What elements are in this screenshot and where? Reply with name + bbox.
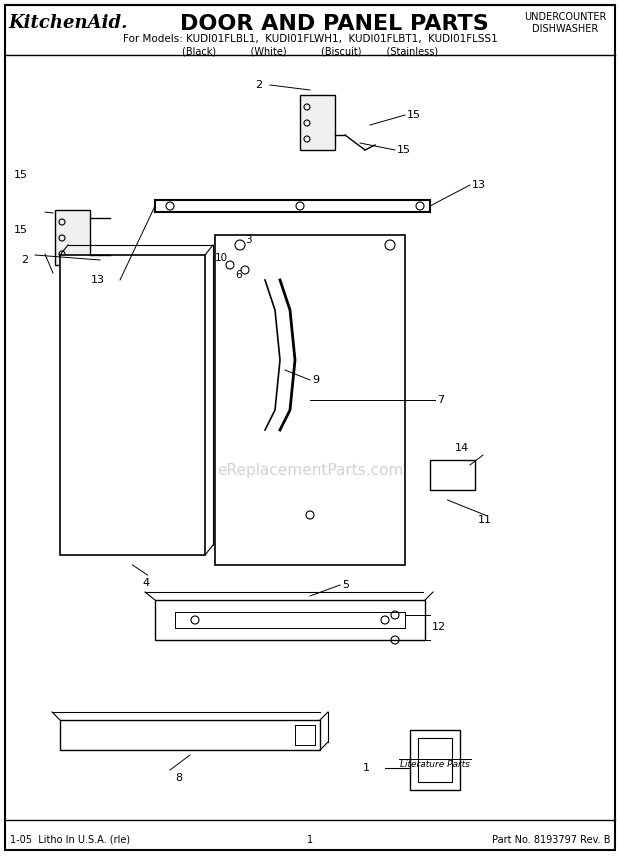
Text: 3: 3 — [245, 235, 252, 245]
Bar — [55, 210, 90, 265]
Text: 5: 5 — [342, 580, 349, 590]
Text: 4: 4 — [143, 578, 149, 588]
Text: 15: 15 — [407, 110, 421, 120]
Bar — [418, 738, 452, 782]
Bar — [300, 95, 335, 150]
Text: 9: 9 — [312, 375, 319, 385]
Bar — [60, 255, 205, 555]
Text: Part No. 8193797 Rev. B: Part No. 8193797 Rev. B — [492, 835, 610, 845]
Text: 15: 15 — [397, 145, 411, 155]
Text: KitchenAid.: KitchenAid. — [8, 14, 127, 32]
Text: 6: 6 — [235, 270, 242, 280]
Text: DOOR AND PANEL PARTS: DOOR AND PANEL PARTS — [180, 14, 489, 34]
Bar — [410, 730, 460, 790]
Bar — [60, 720, 320, 750]
Text: 10: 10 — [215, 253, 228, 263]
Text: UNDERCOUNTER: UNDERCOUNTER — [524, 12, 606, 22]
Text: 15: 15 — [14, 225, 28, 235]
Text: DISHWASHER: DISHWASHER — [532, 24, 598, 34]
Text: 13: 13 — [91, 275, 105, 285]
Bar — [215, 235, 405, 565]
Text: 12: 12 — [432, 622, 446, 632]
Text: (Black)           (White)           (Biscuit)        (Stainless): (Black) (White) (Biscuit) (Stainless) — [182, 46, 438, 56]
Text: 2: 2 — [21, 255, 28, 265]
Text: eReplacementParts.com: eReplacementParts.com — [217, 462, 403, 478]
Text: Literature Parts: Literature Parts — [400, 760, 470, 769]
Text: 8: 8 — [175, 773, 182, 783]
Text: 1: 1 — [307, 835, 313, 845]
Text: 13: 13 — [472, 180, 486, 190]
Text: 14: 14 — [455, 443, 469, 453]
Text: 1: 1 — [363, 763, 370, 773]
Text: 1-05  Litho In U.S.A. (rle): 1-05 Litho In U.S.A. (rle) — [10, 835, 130, 845]
Bar — [155, 600, 425, 640]
Text: 2: 2 — [255, 80, 262, 90]
Text: 15: 15 — [14, 170, 28, 180]
Text: For Models: KUDI01FLBL1,  KUDI01FLWH1,  KUDI01FLBT1,  KUDI01FLSS1: For Models: KUDI01FLBL1, KUDI01FLWH1, KU… — [123, 34, 497, 44]
Text: 11: 11 — [478, 515, 492, 525]
Bar — [430, 460, 475, 490]
Text: 7: 7 — [437, 395, 444, 405]
